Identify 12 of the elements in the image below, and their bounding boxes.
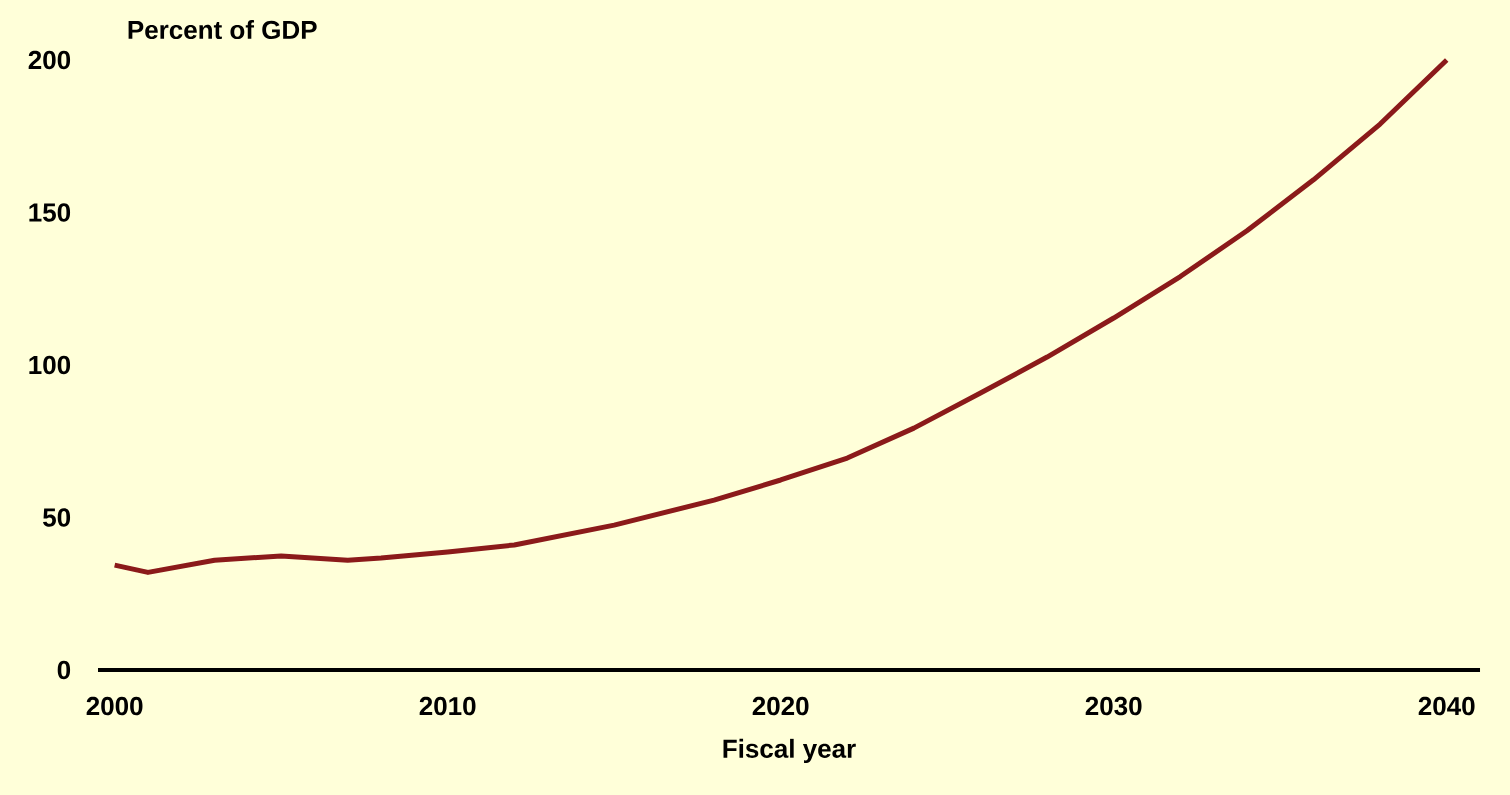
y-axis-title: Percent of GDP (128, 20, 317, 40)
y-tick-label: 50 (43, 508, 71, 527)
y-tick-label: 150 (29, 203, 71, 222)
x-tick-label: 2030 (1085, 696, 1142, 716)
y-tick-label: 100 (29, 355, 71, 375)
x-axis-title: Fiscal year (723, 738, 856, 764)
x-tick-label: 2000 (86, 696, 143, 716)
x-tick-label: 2020 (752, 696, 809, 716)
y-tick-label: 200 (28, 50, 71, 70)
x-tick-label: 2040 (1418, 696, 1475, 716)
x-tick-label: 2010 (419, 696, 476, 716)
y-tick-label: 0 (57, 660, 71, 680)
